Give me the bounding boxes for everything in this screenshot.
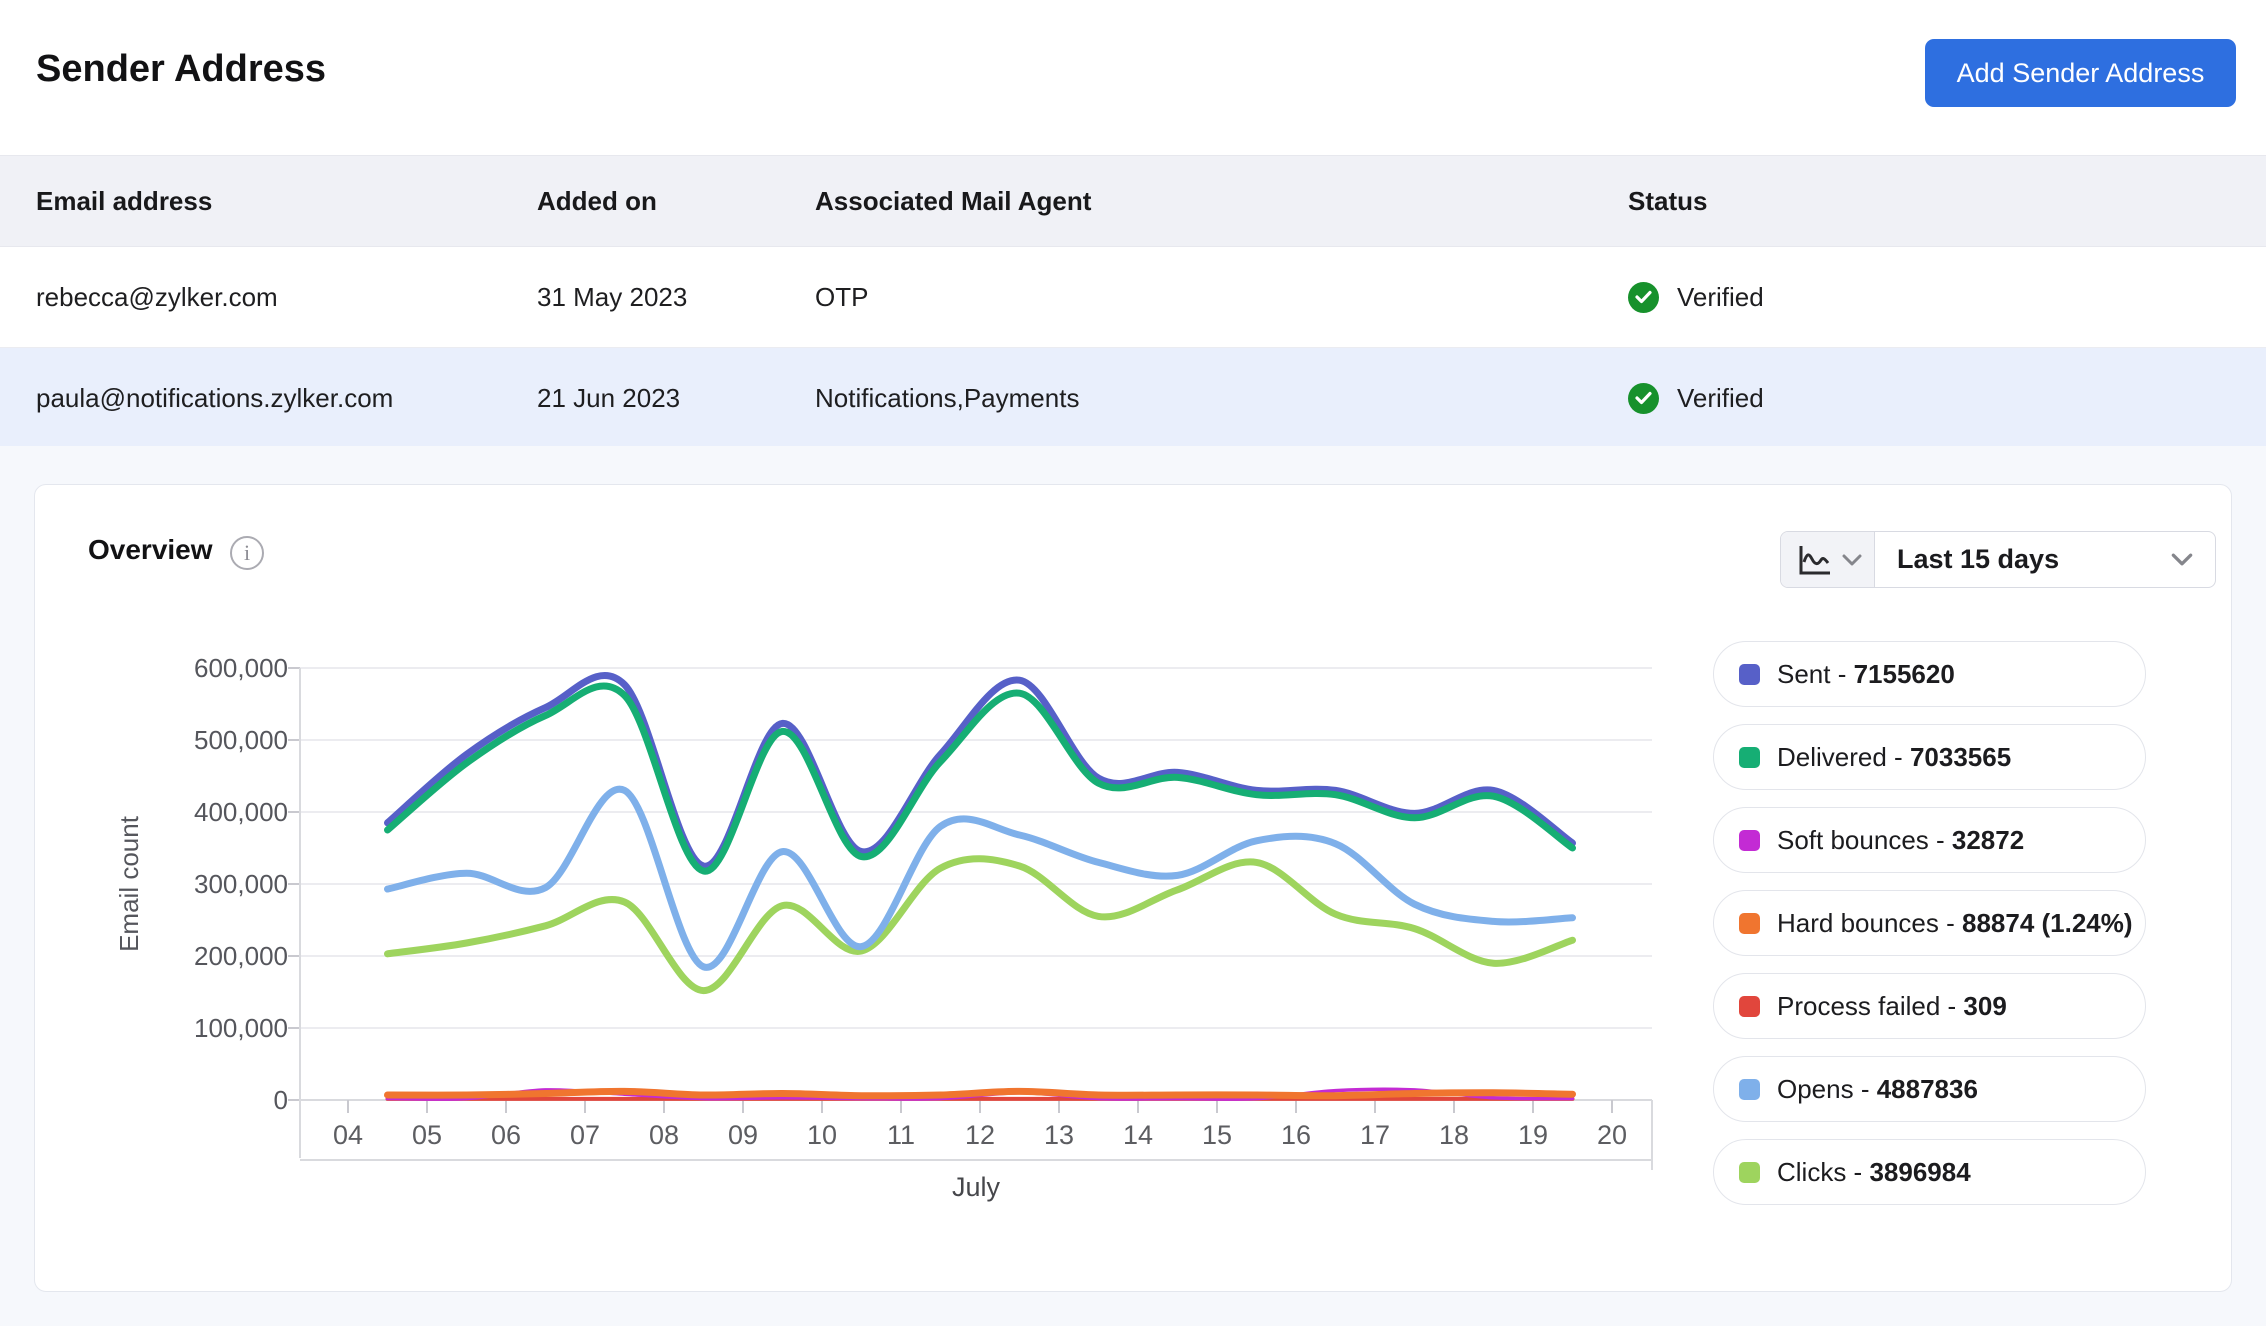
- svg-text:400,000: 400,000: [194, 797, 288, 827]
- svg-text:11: 11: [887, 1120, 915, 1150]
- svg-text:300,000: 300,000: [194, 869, 288, 899]
- column-header-added-on: Added on: [501, 156, 779, 246]
- svg-text:19: 19: [1518, 1120, 1548, 1150]
- legend-item-clicks[interactable]: Clicks - 3896984: [1713, 1139, 2146, 1205]
- overview-title: Overview: [88, 534, 213, 566]
- legend-item-opens[interactable]: Opens - 4887836: [1713, 1056, 2146, 1122]
- chevron-down-icon: [1842, 554, 1862, 566]
- legend-swatch-icon: [1739, 1079, 1760, 1100]
- cell-email-address: rebecca@zylker.com: [0, 247, 501, 347]
- sender-address-table: Email address Added on Associated Mail A…: [0, 155, 2266, 449]
- svg-text:18: 18: [1439, 1120, 1469, 1150]
- svg-text:10: 10: [807, 1120, 837, 1150]
- svg-text:15: 15: [1202, 1120, 1232, 1150]
- svg-text:200,000: 200,000: [194, 941, 288, 971]
- svg-text:0: 0: [274, 1085, 288, 1115]
- chart-controls: Last 15 days: [1780, 531, 2216, 588]
- svg-text:05: 05: [412, 1120, 442, 1150]
- chevron-down-icon: [2171, 553, 2193, 566]
- legend-swatch-icon: [1739, 996, 1760, 1017]
- svg-text:06: 06: [491, 1120, 521, 1150]
- cell-status: Verified: [1592, 247, 2266, 347]
- verified-check-icon: [1628, 282, 1659, 313]
- svg-text:12: 12: [965, 1120, 995, 1150]
- sender-address-page: Sender Address Add Sender Address Email …: [0, 0, 2266, 1326]
- line-chart-icon: [1794, 540, 1834, 580]
- legend-item-hard-bounces[interactable]: Hard bounces - 88874 (1.24%): [1713, 890, 2146, 956]
- legend-item-soft-bounces[interactable]: Soft bounces - 32872: [1713, 807, 2146, 873]
- svg-text:07: 07: [570, 1120, 600, 1150]
- svg-text:16: 16: [1281, 1120, 1311, 1150]
- column-header-status: Status: [1592, 156, 2266, 246]
- legend-label: Soft bounces - 32872: [1777, 825, 2024, 856]
- svg-text:Email count: Email count: [114, 815, 144, 952]
- legend-swatch-icon: [1739, 913, 1760, 934]
- cell-added-on: 21 Jun 2023: [501, 348, 779, 448]
- legend-label: Process failed - 309: [1777, 991, 2007, 1022]
- svg-text:08: 08: [649, 1120, 679, 1150]
- svg-text:13: 13: [1044, 1120, 1074, 1150]
- legend-item-delivered[interactable]: Delivered - 7033565: [1713, 724, 2146, 790]
- svg-text:14: 14: [1123, 1120, 1153, 1150]
- chart-type-selector[interactable]: [1781, 532, 1875, 587]
- legend-item-process-failed[interactable]: Process failed - 309: [1713, 973, 2146, 1039]
- cell-status: Verified: [1592, 348, 2266, 448]
- svg-text:17: 17: [1360, 1120, 1390, 1150]
- svg-text:100,000: 100,000: [194, 1013, 288, 1043]
- legend-swatch-icon: [1739, 1162, 1760, 1183]
- date-range-dropdown[interactable]: Last 15 days: [1875, 532, 2215, 587]
- info-icon[interactable]: i: [230, 536, 264, 570]
- legend-swatch-icon: [1739, 830, 1760, 851]
- svg-text:500,000: 500,000: [194, 725, 288, 755]
- status-text: Verified: [1677, 383, 1764, 414]
- svg-text:09: 09: [728, 1120, 758, 1150]
- legend-swatch-icon: [1739, 747, 1760, 768]
- column-header-email: Email address: [0, 156, 501, 246]
- cell-mail-agent: Notifications,Payments: [779, 348, 1592, 448]
- column-header-mail-agent: Associated Mail Agent: [779, 156, 1592, 246]
- page-title: Sender Address: [36, 48, 326, 91]
- cell-email-address: paula@notifications.zylker.com: [0, 348, 501, 448]
- table-row[interactable]: paula@notifications.zylker.com21 Jun 202…: [0, 348, 2266, 449]
- verified-check-icon: [1628, 383, 1659, 414]
- table-header-row: Email address Added on Associated Mail A…: [0, 155, 2266, 247]
- legend-label: Clicks - 3896984: [1777, 1157, 1971, 1188]
- legend-swatch-icon: [1739, 664, 1760, 685]
- cell-mail-agent: OTP: [779, 247, 1592, 347]
- svg-text:20: 20: [1597, 1120, 1627, 1150]
- series-line-hard-bounces: [388, 1091, 1573, 1095]
- email-count-line-chart: 0 100,000 200,000 300,000 400,000 500,000 600,…: [60, 630, 1700, 1230]
- legend-label: Hard bounces - 88874 (1.24%): [1777, 908, 2133, 939]
- table-row[interactable]: rebecca@zylker.com31 May 2023OTP Verified: [0, 247, 2266, 348]
- svg-text:July: July: [952, 1172, 1001, 1202]
- series-line-delivered: [388, 686, 1573, 871]
- legend-item-sent[interactable]: Sent - 7155620: [1713, 641, 2146, 707]
- date-range-label: Last 15 days: [1897, 544, 2059, 575]
- legend-label: Delivered - 7033565: [1777, 742, 2011, 773]
- legend-label: Opens - 4887836: [1777, 1074, 1978, 1105]
- add-sender-address-button[interactable]: Add Sender Address: [1925, 39, 2236, 107]
- legend-label: Sent - 7155620: [1777, 659, 1955, 690]
- cell-added-on: 31 May 2023: [501, 247, 779, 347]
- svg-text:04: 04: [333, 1120, 363, 1150]
- series-line-clicks: [388, 859, 1573, 991]
- svg-text:600,000: 600,000: [194, 653, 288, 683]
- table-body: rebecca@zylker.com31 May 2023OTP Verified…: [0, 247, 2266, 449]
- status-text: Verified: [1677, 282, 1764, 313]
